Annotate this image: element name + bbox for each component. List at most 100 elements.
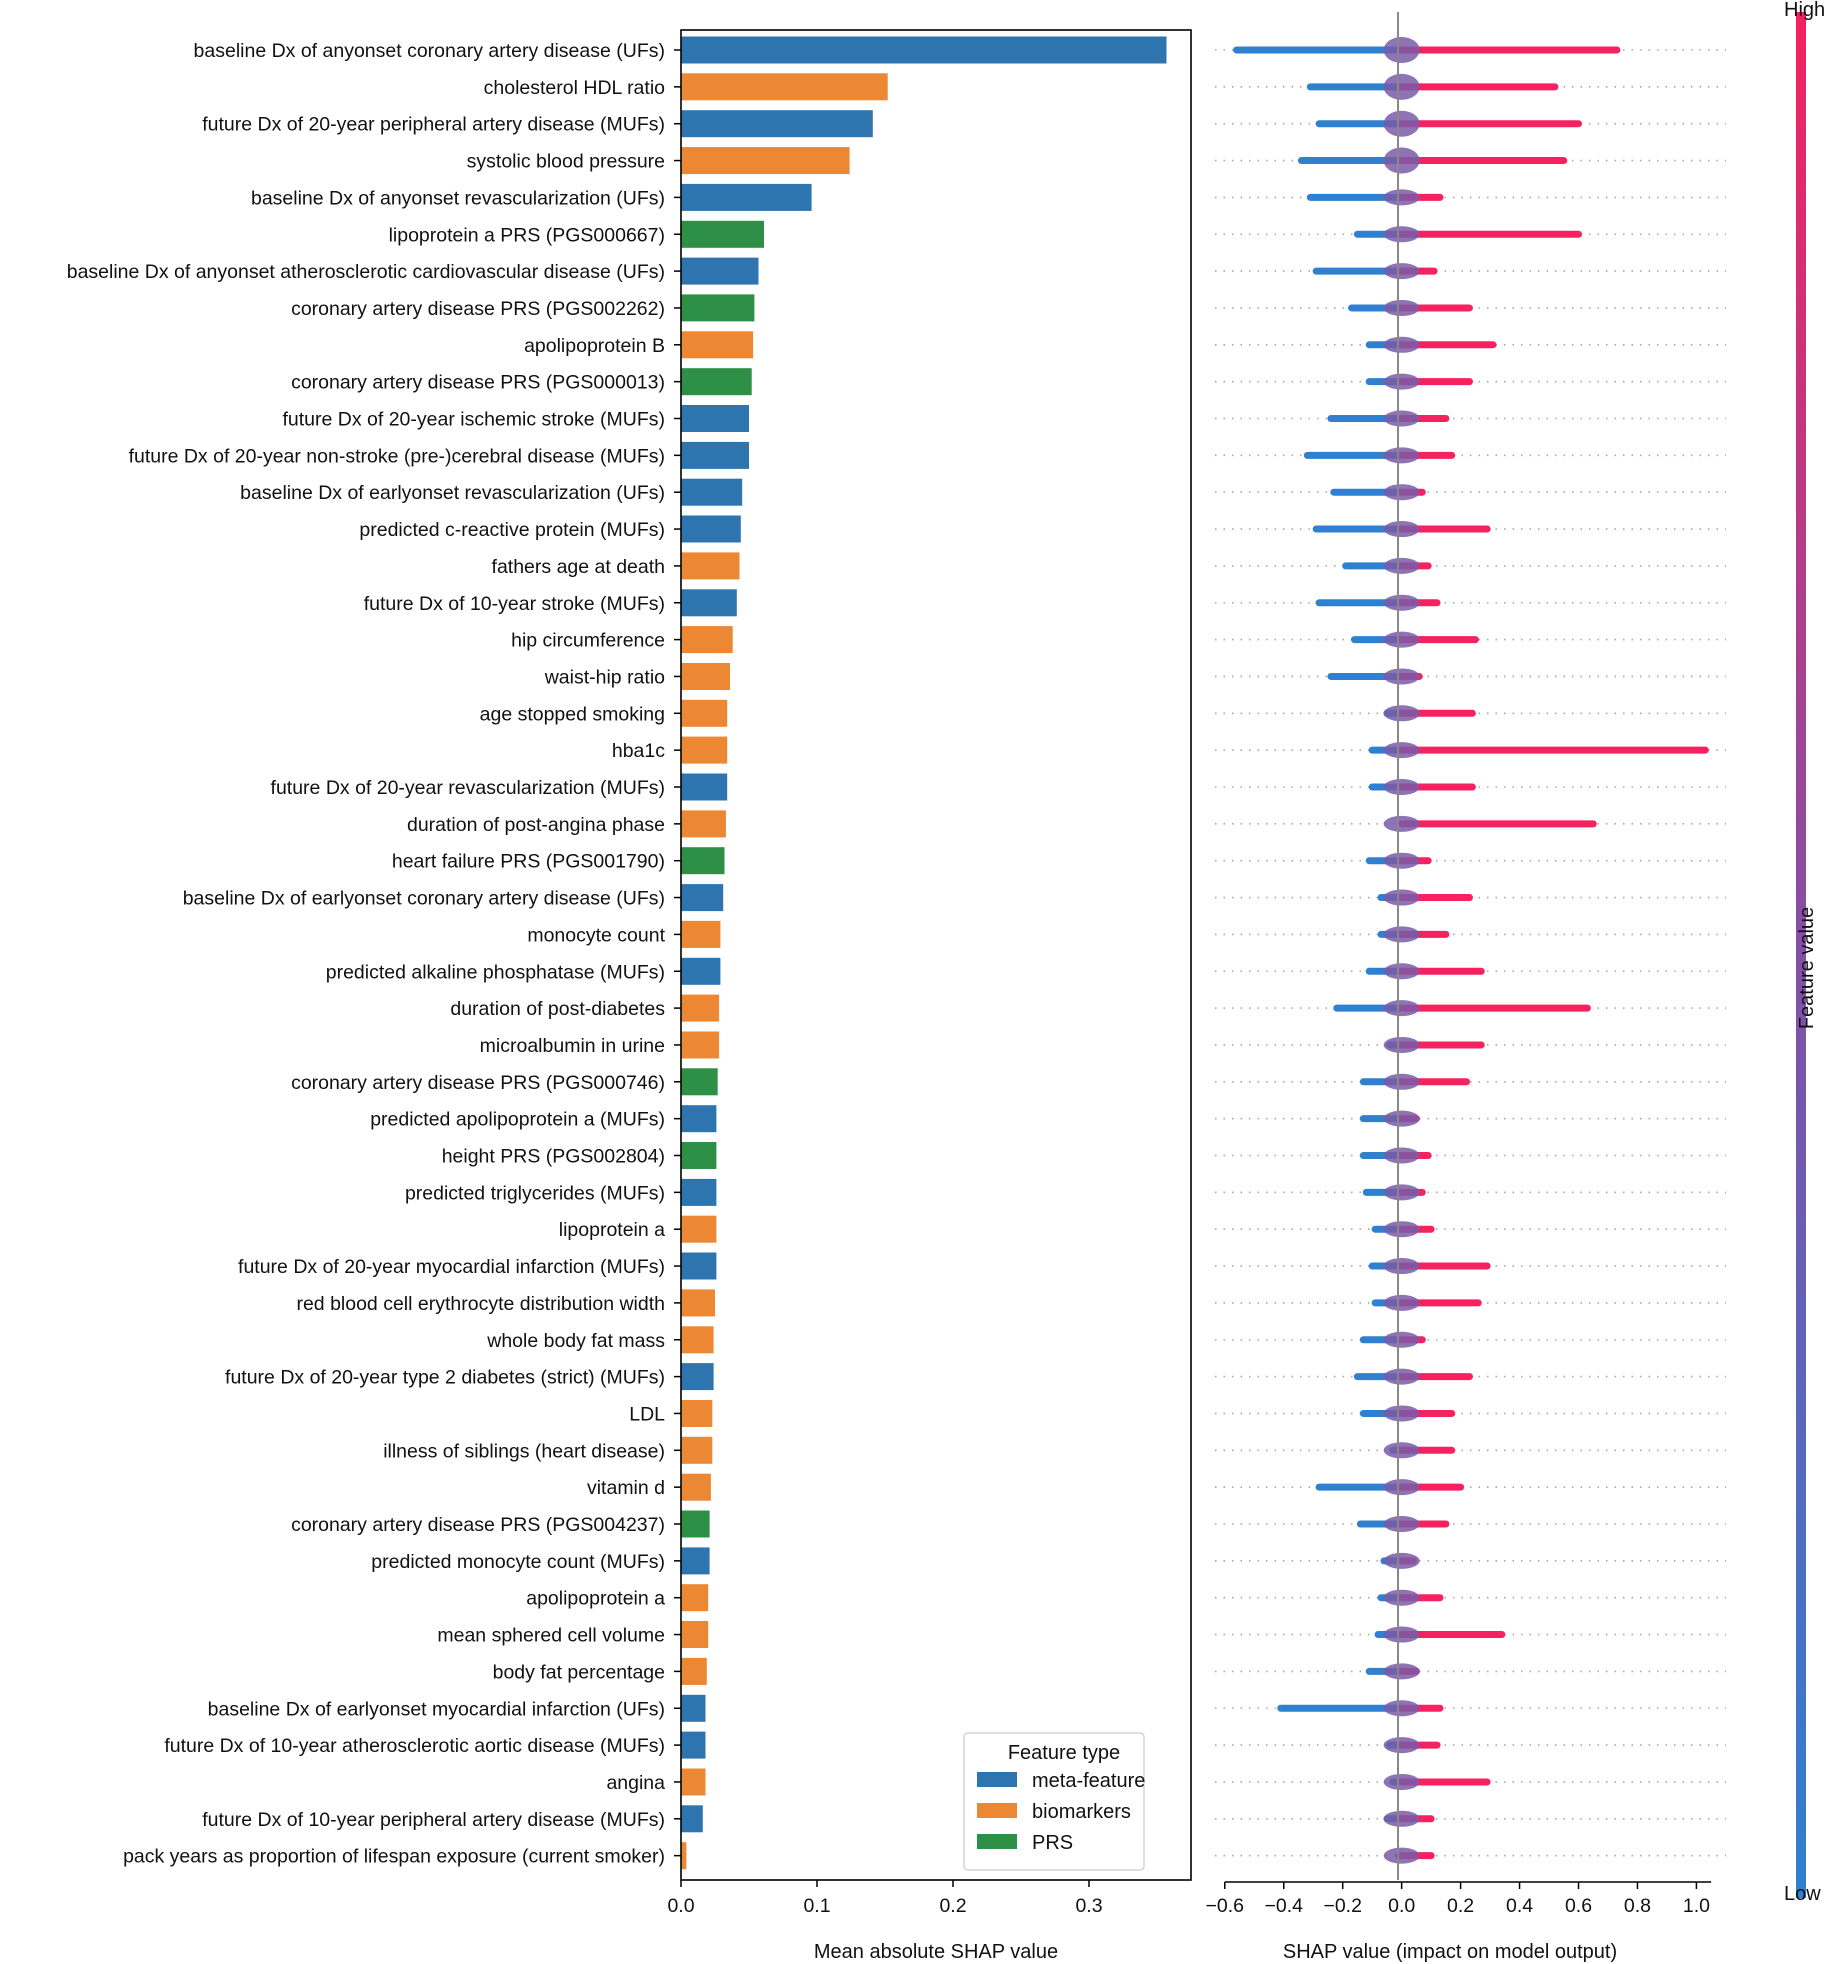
bar-28 xyxy=(681,1068,718,1096)
feature-label-41: predicted monocyte count (MUFs) xyxy=(371,1551,665,1573)
swarm-row-10 xyxy=(1215,410,1726,427)
swarm-x-tick-label-1: −0.4 xyxy=(1264,1895,1303,1917)
feature-label-30: height PRS (PGS002804) xyxy=(442,1146,665,1168)
swarm-bulk-36 xyxy=(1383,1368,1420,1385)
bar-8 xyxy=(681,331,754,359)
feature-label-34: red blood cell erythrocyte distribution … xyxy=(296,1293,665,1315)
swarm-row-5 xyxy=(1215,226,1726,243)
swarm-bulk-9 xyxy=(1383,373,1420,390)
feature-label-13: predicted c-reactive protein (MUFs) xyxy=(359,519,665,541)
bar-x-axis: 0.0 0.1 0.2 0.3 xyxy=(667,1880,1103,1917)
swarm-bulk-0 xyxy=(1383,37,1420,63)
feature-label-3: systolic blood pressure xyxy=(467,151,665,173)
beeswarm-x-axis-label: SHAP value (impact on model output) xyxy=(1283,1941,1617,1963)
bar-22 xyxy=(681,847,725,875)
swarm-row-32 xyxy=(1215,1221,1726,1238)
bar-11 xyxy=(681,441,749,469)
feature-label-5: lipoprotein a PRS (PGS000667) xyxy=(389,224,665,246)
bar-29 xyxy=(681,1105,717,1133)
feature-label-7: coronary artery disease PRS (PGS002262) xyxy=(291,298,665,320)
bar-37 xyxy=(681,1400,713,1427)
swarm-bulk-39 xyxy=(1383,1479,1420,1496)
swarm-bulk-33 xyxy=(1383,1258,1420,1275)
feature-label-0: baseline Dx of anyonset coronary artery … xyxy=(194,40,665,62)
feature-label-44: body fat percentage xyxy=(493,1661,665,1683)
swarm-x-tick-label-8: 1.0 xyxy=(1683,1895,1710,1917)
bar-x-tick-label-1: 0.1 xyxy=(803,1895,830,1917)
swarm-row-31 xyxy=(1215,1184,1726,1201)
bar-chart: baseline Dx of anyonset coronary artery … xyxy=(67,29,1192,1963)
swarm-bulk-48 xyxy=(1383,1810,1420,1827)
feature-label-33: future Dx of 20-year myocardial infarcti… xyxy=(238,1256,665,1278)
bar-14 xyxy=(681,552,740,580)
swarm-bulk-30 xyxy=(1383,1147,1420,1164)
swarm-bulk-16 xyxy=(1383,631,1420,648)
bar-x-axis-label: Mean absolute SHAP value xyxy=(814,1941,1058,1963)
bar-47 xyxy=(681,1768,706,1796)
feature-label-22: heart failure PRS (PGS001790) xyxy=(392,851,665,873)
swarm-row-27 xyxy=(1215,1036,1726,1053)
bar-plot-frame xyxy=(680,29,1192,1881)
bar-43 xyxy=(681,1621,709,1648)
feature-label-23: baseline Dx of earlyonset coronary arter… xyxy=(183,888,665,910)
bar-23 xyxy=(681,884,724,912)
feature-label-36: future Dx of 20-year type 2 diabetes (st… xyxy=(225,1367,665,1389)
feature-label-8: apolipoprotein B xyxy=(524,335,665,357)
swarm-row-21 xyxy=(1215,815,1726,832)
feature-label-48: future Dx of 10-year peripheral artery d… xyxy=(202,1809,665,1831)
bar-1 xyxy=(681,73,888,101)
feature-label-31: predicted triglycerides (MUFs) xyxy=(405,1182,665,1204)
swarm-bulk-24 xyxy=(1383,926,1420,943)
swarm-row-34 xyxy=(1215,1294,1726,1311)
feature-label-49: pack years as proportion of lifespan exp… xyxy=(123,1846,665,1868)
feature-label-12: baseline Dx of earlyonset revascularizat… xyxy=(240,482,665,504)
swarm-bulk-42 xyxy=(1383,1589,1420,1606)
swarm-x-tick-label-7: 0.8 xyxy=(1624,1895,1651,1917)
swarm-row-7 xyxy=(1215,299,1726,316)
feature-label-27: microalbumin in urine xyxy=(480,1035,665,1057)
swarm-bulk-26 xyxy=(1383,1000,1420,1017)
swarm-bulk-32 xyxy=(1383,1221,1420,1238)
swarm-row-15 xyxy=(1215,594,1726,611)
swarm-row-14 xyxy=(1215,557,1726,574)
feature-label-32: lipoprotein a xyxy=(559,1219,665,1241)
feature-label-42: apolipoprotein a xyxy=(526,1588,665,1610)
swarm-bulk-11 xyxy=(1383,447,1420,464)
feature-label-2: future Dx of 20-year peripheral artery d… xyxy=(202,114,665,136)
swarm-bulk-21 xyxy=(1383,815,1420,832)
swarm-row-40 xyxy=(1215,1516,1726,1532)
feature-label-47: angina xyxy=(606,1772,665,1794)
swarm-bulk-5 xyxy=(1383,226,1420,243)
swarm-row-3 xyxy=(1215,147,1726,174)
swarm-row-8 xyxy=(1215,336,1726,353)
swarm-bulk-22 xyxy=(1383,852,1420,869)
swarm-row-35 xyxy=(1215,1331,1726,1348)
legend: Feature type meta-feature biomarkers PRS xyxy=(963,1732,1145,1871)
swarm-x-tick-label-3: 0.0 xyxy=(1388,1895,1415,1917)
swarm-bulk-47 xyxy=(1383,1773,1420,1790)
swarm-bulk-12 xyxy=(1383,484,1420,501)
swarm-row-45 xyxy=(1215,1700,1726,1717)
swarm-row-44 xyxy=(1215,1663,1726,1680)
feature-label-26: duration of post-diabetes xyxy=(450,998,665,1020)
swarm-bulk-40 xyxy=(1383,1516,1420,1532)
swarm-row-16 xyxy=(1215,631,1726,648)
swarm-row-0 xyxy=(1215,37,1726,63)
swarm-x-tick-label-6: 0.6 xyxy=(1565,1895,1592,1917)
swarm-row-2 xyxy=(1215,110,1726,137)
swarm-row-20 xyxy=(1215,779,1726,795)
feature-label-19: hba1c xyxy=(612,740,665,762)
swarm-bulk-1 xyxy=(1383,73,1420,100)
swarm-row-30 xyxy=(1215,1147,1726,1164)
colorbar: High Low Feature value xyxy=(1784,0,1825,1905)
colorbar-gradient xyxy=(1796,12,1806,1898)
colorbar-title: Feature value xyxy=(1796,907,1818,1029)
swarm-bulk-49 xyxy=(1383,1847,1420,1864)
bar-12 xyxy=(681,478,743,506)
swarm-row-12 xyxy=(1215,484,1726,501)
bar-24 xyxy=(681,920,721,948)
bar-20 xyxy=(681,773,728,801)
bar-18 xyxy=(681,699,728,727)
swarm-row-17 xyxy=(1215,668,1726,685)
